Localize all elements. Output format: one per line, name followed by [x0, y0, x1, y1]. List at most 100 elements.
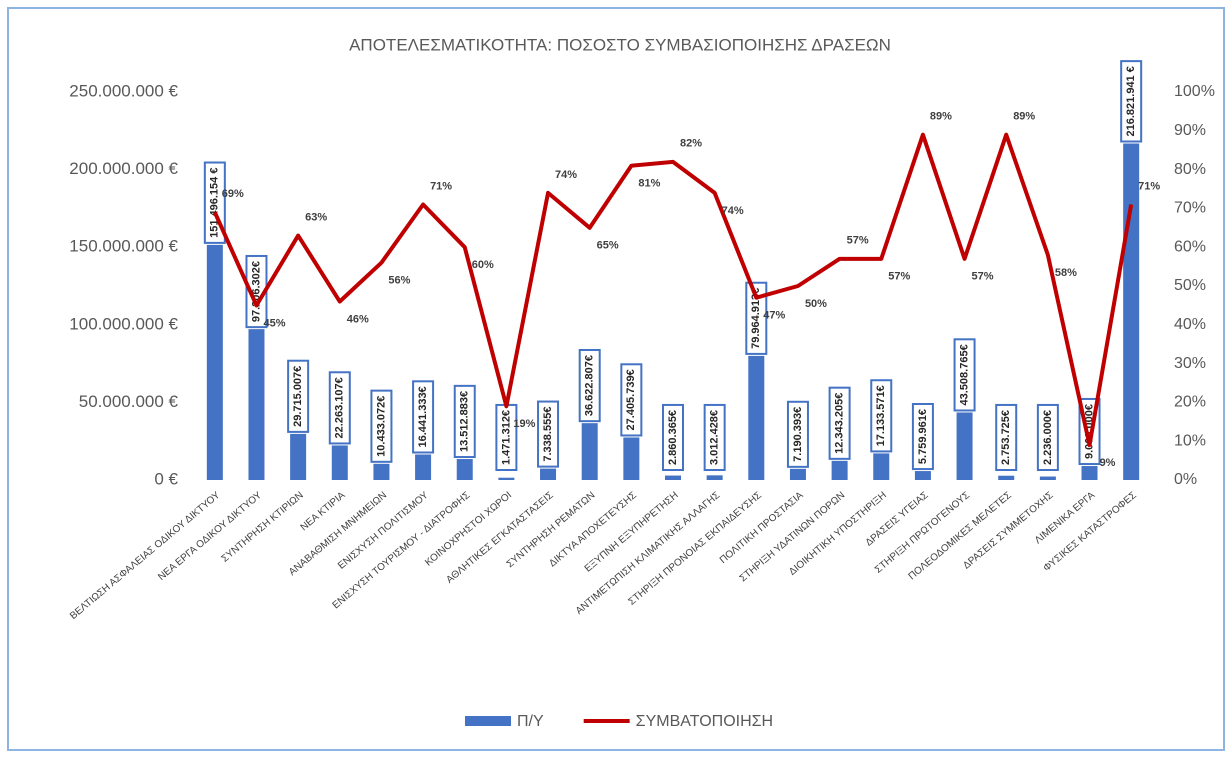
bar-value-label: 36.622.807€ [584, 355, 596, 416]
y2-tick-label: 80% [1174, 161, 1206, 178]
bar-value-label: 29.715.007€ [292, 366, 304, 427]
bar-value-label: 10.433.072€ [375, 396, 387, 457]
y2-tick-label: 20% [1174, 394, 1206, 411]
legend-swatch [465, 716, 511, 726]
line-value-label: 58% [1055, 267, 1077, 279]
bar [290, 433, 307, 480]
chart-frame [7, 7, 1225, 751]
value-label-box [828, 386, 851, 460]
line-value-label: 50% [805, 298, 827, 310]
value-label-box [745, 281, 768, 355]
bar [581, 423, 598, 480]
bar-value-label: 151.496.154 € [209, 168, 221, 238]
line-value-label: 89% [1013, 111, 1035, 123]
line-value-label: 57% [972, 271, 994, 283]
bar [623, 437, 640, 480]
line-value-label: 9% [1100, 457, 1116, 469]
line-value-label: 60% [472, 259, 494, 271]
bar [748, 355, 765, 480]
value-label-box [412, 380, 435, 454]
line-value-label: 46% [347, 313, 369, 325]
bar-value-label: 1.471.312€ [500, 410, 512, 465]
bar-value-label: 16.441.333€ [417, 386, 429, 447]
bar-value-label: 2.860.365€ [667, 410, 679, 465]
value-label-box [870, 379, 893, 453]
bar-value-label: 3.012.428€ [709, 410, 721, 465]
line-value-label: 65% [597, 240, 619, 252]
value-label-box [578, 348, 601, 423]
value-label-box [453, 384, 476, 459]
bar-value-label: 2.753.725€ [1000, 410, 1012, 465]
y-tick-label: 0 € [154, 469, 178, 488]
bar [540, 468, 557, 480]
bar-value-label: 5.759.961€ [917, 409, 929, 464]
bar [248, 329, 265, 480]
bar-value-label: 17.133.571€ [875, 385, 887, 446]
line-value-label: 71% [430, 180, 452, 192]
bar [498, 477, 515, 480]
bar-value-label: 2.236.000€ [1042, 410, 1054, 465]
bar [831, 460, 848, 480]
bar-value-label: 7.190.393€ [792, 407, 804, 462]
value-label-box [786, 400, 809, 468]
line-value-label: 82% [680, 138, 702, 150]
bar [373, 463, 390, 480]
bar [665, 475, 681, 480]
y2-tick-label: 60% [1174, 238, 1206, 255]
y-tick-label: 150.000.000 € [69, 237, 178, 256]
y-tick-label: 100.000.000 € [69, 314, 178, 333]
line-value-label: 57% [888, 271, 910, 283]
y2-tick-label: 100% [1174, 83, 1215, 100]
y2-tick-label: 50% [1174, 277, 1206, 294]
bar-value-label: 12.343.205€ [834, 393, 846, 454]
legend-label: ΣΥΜΒΑΤΟΠΟΙΗΣΗ [636, 713, 773, 730]
y2-tick-label: 90% [1174, 122, 1206, 139]
value-label-box [328, 371, 351, 445]
y2-tick-label: 70% [1174, 200, 1206, 217]
y-tick-label: 50.000.000 € [79, 392, 179, 411]
bar [415, 454, 432, 480]
line-value-label: 47% [763, 310, 785, 322]
y-tick-label: 250.000.000 € [69, 81, 178, 100]
line-value-label: 81% [638, 178, 660, 190]
value-label-box [620, 363, 643, 437]
bar [789, 468, 806, 480]
y-tick-label: 200.000.000 € [69, 159, 178, 178]
y2-tick-label: 10% [1174, 432, 1206, 449]
bar [1039, 476, 1056, 480]
bar [331, 445, 348, 480]
y2-tick-label: 0% [1174, 471, 1197, 488]
bar [998, 475, 1015, 480]
bar [914, 471, 931, 480]
value-label-box [370, 389, 393, 463]
bar [706, 475, 723, 480]
bar-value-label: 79.964.913€ [750, 288, 762, 349]
value-label-box [911, 402, 934, 471]
line-value-label: 45% [263, 317, 285, 329]
bar-value-label: 43.508.765€ [958, 344, 970, 405]
bar [956, 412, 973, 480]
line-value-label: 56% [388, 275, 410, 287]
bar [873, 453, 890, 480]
bar-value-label: 7.338.555€ [542, 407, 554, 462]
line-value-label: 89% [930, 111, 952, 123]
chart-title: ΑΠΟΤΕΛΕΣΜΑΤΙΚΟΤΗΤΑ: ΠΟΣΟΣΤΟ ΣΥΜΒΑΣΙΟΠΟΙΗ… [349, 35, 891, 54]
bar-value-label: 13.512.883€ [459, 391, 471, 452]
line-value-label: 69% [222, 188, 244, 200]
bar-value-label: 97.206.302€ [250, 261, 262, 322]
value-label-box [537, 400, 560, 468]
line [213, 132, 1134, 448]
line-value-label: 19% [513, 418, 535, 430]
bar [1081, 466, 1098, 480]
line-value-label: 74% [555, 169, 577, 181]
line-value-label: 57% [847, 235, 869, 247]
y2-tick-label: 30% [1174, 355, 1206, 372]
line-value-label: 74% [722, 205, 744, 217]
bar [1123, 143, 1140, 480]
bar-value-label: 27.405.739€ [625, 369, 637, 430]
value-label-box [703, 403, 726, 471]
bar-value-label: 22.263.107€ [334, 377, 346, 438]
bar [206, 244, 223, 480]
value-label-box [287, 359, 310, 433]
